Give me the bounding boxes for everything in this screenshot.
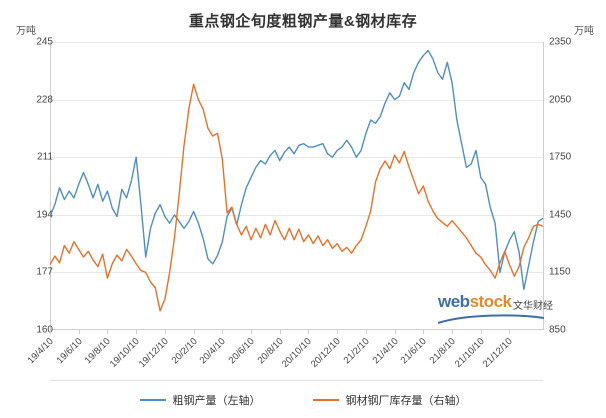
legend-item-1[interactable]: 粗钢产量（左轴） [139,392,261,408]
right-axis-unit: 万吨 [574,26,594,37]
gridline [51,42,543,43]
left-axis-tick-label: 228 [36,94,53,106]
x-axis-tickmark [136,330,138,334]
x-axis-tickmark [164,330,166,334]
x-axis-tickmark [222,330,224,334]
x-axis-tick-label: 19/6/10 [54,336,85,367]
x-axis-tick-label: 19/12/10 [136,336,171,370]
x-axis-tick-label: 21/6/10 [398,336,430,367]
watermark-stock: stock [469,292,512,311]
legend-item-2[interactable]: 钢材钢厂库存量（右轴） [312,392,467,408]
x-axis-tickmark [78,330,80,334]
legend-label: 钢材钢厂库存量（右轴） [345,395,467,407]
right-axis-line [543,42,544,330]
x-axis-tickmark [50,330,51,334]
x-axis-tickmark [193,330,195,334]
x-axis-tick-label: 20/4/10 [197,336,229,367]
left-axis-unit: 万吨 [16,26,36,37]
watermark-subtitle: 文华财经 [513,301,553,312]
x-axis-tickmark [365,330,367,334]
right-axis-tick-label: 850 [549,324,566,336]
watermark-swoosh-icon [437,314,545,324]
chart-title: 重点钢企旬度粗钢产量&钢材库存 [188,13,418,30]
series-line-1 [50,49,543,291]
x-axis-tick-label: 20/6/10 [226,336,257,367]
x-axis-tickmark [279,330,281,334]
right-axis-tick-label: 1450 [549,209,572,221]
x-axis-tickmark [107,330,109,334]
x-axis-tick-label: 19/4/10 [25,336,56,367]
gridline [51,157,543,159]
gridline [51,214,543,216]
right-axis-tick-label: 1150 [549,266,571,278]
x-axis-tickmark [423,330,425,334]
chart-legend: 粗钢产量（左轴） 钢材钢厂库存量（右轴） [0,392,606,408]
legend-separator [50,380,543,381]
x-axis-tick-label: 19/10/10 [107,336,142,370]
right-axis-tick-label: 2350 [549,36,572,48]
x-axis-tick-label: 21/12/10 [481,336,516,370]
left-axis-tick-label: 245 [36,36,53,48]
gridline [51,272,543,274]
x-axis-tickmark [480,330,482,334]
x-axis-tick-label: 21/2/10 [341,336,372,367]
legend-swatch-icon [312,398,339,402]
watermark-web: web [438,292,470,311]
left-axis-tick-label: 177 [36,266,53,278]
x-axis-tickmark [452,330,454,334]
x-axis-tickmark [308,330,310,334]
x-axis-tick-label: 20/12/10 [309,336,343,370]
legend-label: 粗钢产量（左轴） [172,395,261,407]
x-axis-tick-label: 20/2/10 [169,336,200,367]
watermark-logo: webstock [438,292,512,312]
x-axis-tick-label: 21/4/10 [370,336,401,367]
legend-swatch-icon [139,398,166,402]
x-axis-tick-label: 20/10/10 [280,336,315,370]
x-axis-tick-label: 21/10/10 [452,336,487,370]
left-axis-tick-label: 160 [36,324,53,336]
right-axis-tick-label: 1750 [549,151,572,163]
plot-area [50,42,543,330]
x-axis-tickmark [251,330,253,334]
x-axis-tickmark [394,330,396,334]
x-axis-tickmark [509,330,511,334]
series-lines [50,49,543,312]
right-axis-tick-label: 2050 [549,94,572,106]
gridline [51,99,543,101]
series-line-2 [50,83,543,312]
left-axis-tick-label: 211 [37,151,53,163]
x-axis-tickmark [337,330,339,334]
left-axis-tick-label: 194 [36,209,53,221]
